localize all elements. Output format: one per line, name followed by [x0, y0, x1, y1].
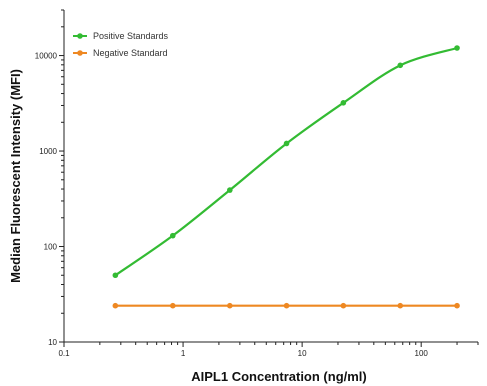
data-point — [397, 302, 404, 309]
series-1 — [112, 45, 460, 279]
data-point — [227, 187, 233, 193]
data-point — [283, 302, 290, 309]
y-tick-label: 100 — [44, 243, 58, 252]
x-tick-label: 0.1 — [58, 349, 70, 358]
data-point — [454, 45, 460, 51]
legend-label: Negative Standard — [93, 48, 168, 58]
data-point — [454, 302, 460, 309]
y-tick-label: 1000 — [39, 147, 57, 156]
series-layer — [112, 45, 460, 309]
y-tick-label: 10000 — [35, 52, 58, 61]
legend-swatch-marker — [77, 50, 83, 56]
legend-swatch-marker — [77, 33, 83, 39]
x-tick-label: 1 — [181, 349, 186, 358]
series-2 — [112, 302, 460, 309]
data-point — [227, 302, 233, 309]
data-point — [340, 302, 347, 309]
data-point — [397, 62, 404, 69]
legend: Positive Standards Negative Standard — [73, 31, 169, 58]
x-ticks: 0.1 1 10 100 — [58, 342, 479, 358]
legend-label: Positive Standards — [93, 31, 169, 41]
x-tick-label: 10 — [298, 349, 307, 358]
data-point — [112, 302, 119, 309]
data-point — [170, 302, 176, 309]
data-point — [170, 232, 176, 239]
y-ticks: 10 100 1000 10000 — [35, 9, 64, 347]
y-axis-title: Median Fluorescent Intensity (MFI) — [8, 69, 23, 283]
data-point — [112, 272, 119, 279]
axes — [63, 10, 478, 343]
data-point — [340, 100, 347, 106]
series-line — [114, 46, 458, 277]
x-axis-title: AIPL1 Concentration (ng/ml) — [191, 369, 367, 384]
x-tick-label: 100 — [415, 349, 429, 358]
data-point — [283, 140, 290, 147]
y-tick-label: 10 — [48, 338, 57, 347]
